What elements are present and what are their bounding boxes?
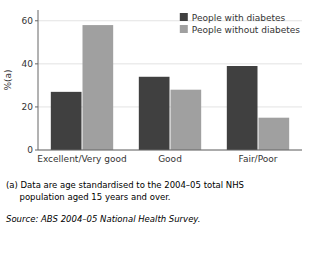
bar <box>139 77 170 150</box>
chart: 0 20 40 60 %(a) Excellent/Very good Good Fair/P… <box>0 0 309 264</box>
bar <box>259 118 290 150</box>
y-tick-label: 60 <box>22 16 34 26</box>
grid-line <box>38 150 302 151</box>
y-axis-label: %(a) <box>3 69 13 90</box>
bar <box>83 25 114 150</box>
legend-label: People without diabetes <box>192 25 301 35</box>
bar <box>171 90 202 150</box>
bars <box>51 25 289 150</box>
x-tick-label: Excellent/Very good <box>37 154 126 164</box>
grid-line <box>38 63 302 64</box>
footnote: population aged 15 years and over. <box>6 192 171 202</box>
x-tick-label: Good <box>158 154 182 164</box>
y-tick-label: 20 <box>22 102 34 112</box>
footnote: Source: ABS 2004–05 National Health Surv… <box>6 214 200 224</box>
legend-swatch <box>180 13 188 21</box>
x-tick-label: Fair/Poor <box>239 154 278 164</box>
bar <box>51 92 82 150</box>
legend: People with diabetes People without diabe… <box>180 13 301 35</box>
footnote: (a) Data are age standardised to the 200… <box>6 180 244 190</box>
bar <box>227 66 258 150</box>
legend-label: People with diabetes <box>192 13 286 23</box>
legend-swatch <box>180 25 188 33</box>
y-axis <box>38 10 39 150</box>
x-axis <box>38 150 302 151</box>
y-tick-label: 40 <box>22 59 34 69</box>
y-tick-label: 0 <box>27 145 33 155</box>
